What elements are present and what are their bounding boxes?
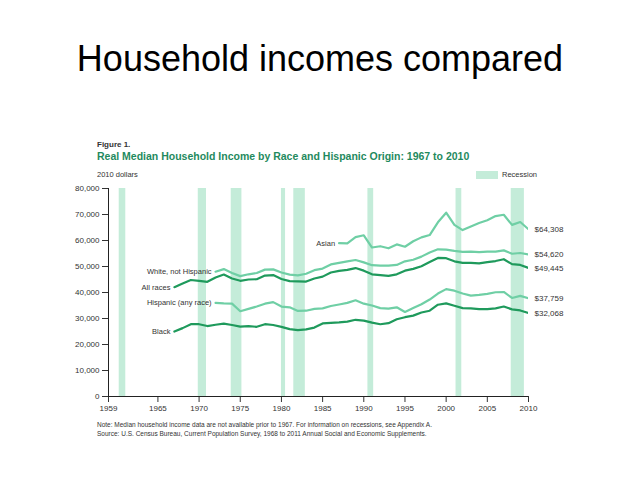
svg-text:70,000: 70,000 bbox=[75, 210, 100, 219]
svg-text:1970: 1970 bbox=[190, 404, 208, 413]
svg-text:1980: 1980 bbox=[273, 404, 291, 413]
svg-text:1990: 1990 bbox=[355, 404, 373, 413]
svg-text:10,000: 10,000 bbox=[75, 366, 100, 375]
svg-text:Black: Black bbox=[152, 327, 171, 336]
svg-text:All races: All races bbox=[142, 283, 171, 292]
svg-text:2010: 2010 bbox=[520, 404, 538, 413]
svg-text:20,000: 20,000 bbox=[75, 340, 100, 349]
svg-text:$49,445: $49,445 bbox=[535, 264, 564, 273]
html-text:2010 dollars: 2010 dollars bbox=[97, 170, 138, 179]
html-text:Note: Median household income: Note: Median household income data are n… bbox=[97, 421, 432, 428]
html-text:Source: U.S. Census Bureau, Cu: Source: U.S. Census Bureau, Current Popu… bbox=[97, 430, 427, 437]
svg-text:80,000: 80,000 bbox=[75, 184, 100, 193]
html-text:Household incomes compared: Household incomes compared bbox=[76, 38, 564, 79]
svg-text:50,000: 50,000 bbox=[75, 262, 100, 271]
html-text:Real Median Household Income b: Real Median Household Income by Race and… bbox=[97, 150, 470, 162]
svg-text:White, not Hispanic: White, not Hispanic bbox=[147, 267, 212, 276]
svg-text:$64,308: $64,308 bbox=[535, 225, 564, 234]
svg-text:40,000: 40,000 bbox=[75, 288, 100, 297]
svg-text:1975: 1975 bbox=[231, 404, 249, 413]
svg-text:1995: 1995 bbox=[396, 404, 414, 413]
svg-text:Asian: Asian bbox=[316, 239, 335, 248]
svg-text:2005: 2005 bbox=[478, 404, 496, 413]
svg-text:2000: 2000 bbox=[437, 404, 455, 413]
svg-text:$37,759: $37,759 bbox=[535, 294, 564, 303]
svg-text:1959: 1959 bbox=[100, 404, 118, 413]
svg-text:1965: 1965 bbox=[149, 404, 167, 413]
html-text:Recession: Recession bbox=[502, 170, 537, 179]
svg-text:$54,620: $54,620 bbox=[535, 250, 564, 259]
svg-text:0: 0 bbox=[95, 392, 100, 401]
svg-text:30,000: 30,000 bbox=[75, 314, 100, 323]
svg-text:60,000: 60,000 bbox=[75, 236, 100, 245]
svg-text:Hispanic (any race): Hispanic (any race) bbox=[147, 298, 212, 307]
html-text:Figure 1.: Figure 1. bbox=[97, 140, 131, 149]
svg-text:1985: 1985 bbox=[314, 404, 332, 413]
svg-text:$32,068: $32,068 bbox=[535, 309, 564, 318]
